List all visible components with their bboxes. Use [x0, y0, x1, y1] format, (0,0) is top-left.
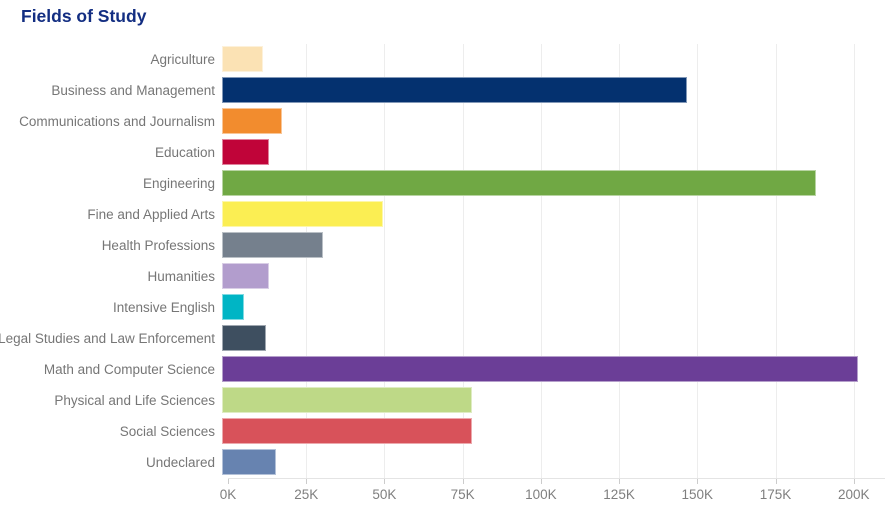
bar-row: Legal Studies and Law Enforcement [0, 323, 886, 354]
category-label-undeclared: Undeclared [145, 455, 215, 470]
x-axis: 0K 25K 50K 75K 100K 125K 150K 175K 200K [220, 478, 885, 514]
grid-layer [228, 44, 885, 478]
gridline [619, 44, 621, 478]
bar-row: Communications and Journalism [0, 106, 886, 137]
x-tick-label: 150K [681, 487, 714, 502]
x-tick-mark [306, 479, 308, 484]
bar-track [222, 199, 886, 230]
bar-row: Agriculture [0, 44, 886, 75]
x-tick-mark [384, 479, 386, 484]
chart-title: Fields of Study [21, 6, 147, 26]
bar-physical-and-life-sciences[interactable] [222, 387, 472, 413]
x-tick-mark [462, 479, 464, 484]
bar-row: Education [0, 137, 886, 168]
bar-row: Physical and Life Sciences [0, 385, 886, 416]
category-label-math-and-computer-science: Math and Computer Science [43, 362, 215, 377]
bar-row: Business and Management [0, 75, 886, 106]
x-tick-label: 100K [525, 487, 557, 502]
bar-track [222, 230, 886, 261]
bar-track [222, 385, 886, 416]
category-label-physical-and-life-sciences: Physical and Life Sciences [54, 393, 215, 408]
x-tick-mark [853, 479, 855, 484]
x-tick-label: 125K [603, 487, 635, 502]
bar-row: Health Professions [0, 230, 886, 261]
x-tick-label: 75K [450, 487, 475, 502]
bar-humanities[interactable] [222, 263, 270, 289]
x-tick-label: 175K [759, 487, 792, 502]
category-label-health-professions: Health Professions [101, 238, 215, 253]
gridline [775, 44, 777, 478]
bar-track [222, 416, 886, 447]
bar-track [222, 323, 886, 354]
bar-fine-and-applied-arts[interactable] [222, 201, 384, 227]
category-label-education: Education [154, 145, 215, 160]
bar-education[interactable] [222, 139, 270, 165]
bar-row: Humanities [0, 261, 886, 292]
x-tick-mark [619, 479, 621, 484]
category-label-legal-studies-and-law-enforcement: Legal Studies and Law Enforcement [0, 331, 215, 346]
category-label-agriculture: Agriculture [150, 52, 215, 67]
x-tick-label: 0K [219, 487, 237, 502]
bar-intensive-english[interactable] [222, 294, 245, 320]
bar-health-professions[interactable] [222, 232, 324, 258]
bar-social-sciences[interactable] [222, 418, 472, 444]
x-tick-mark [775, 479, 777, 484]
gridline [306, 44, 308, 478]
bar-business-and-management[interactable] [222, 77, 687, 103]
bar-track [222, 75, 886, 106]
x-tick-mark [540, 479, 542, 484]
x-tick-label: 200K [837, 487, 870, 502]
bar-track [222, 106, 886, 137]
bar-row: Undeclared [0, 447, 886, 478]
bar-agriculture[interactable] [222, 46, 264, 72]
bar-track [222, 292, 886, 323]
bar-engineering[interactable] [222, 170, 817, 196]
x-tick-label: 50K [372, 487, 397, 502]
gridline [697, 44, 699, 478]
x-tick-label: 25K [294, 487, 319, 502]
bar-track [222, 137, 886, 168]
category-label-fine-and-applied-arts: Fine and Applied Arts [87, 207, 215, 222]
x-tick-mark [228, 479, 229, 484]
category-label-humanities: Humanities [147, 269, 215, 284]
gridline [540, 44, 542, 478]
gridline [462, 44, 464, 478]
category-label-engineering: Engineering [142, 176, 215, 191]
bar-undeclared[interactable] [222, 449, 276, 475]
category-label-communications-and-journalism: Communications and Journalism [19, 114, 215, 129]
bar-math-and-computer-science[interactable] [222, 356, 858, 382]
category-label-social-sciences: Social Sciences [119, 424, 215, 439]
category-label-business-and-management: Business and Management [51, 83, 215, 98]
bar-rows: Agriculture Business and Management Comm… [0, 44, 886, 478]
gridline [384, 44, 386, 478]
gridline [853, 44, 855, 478]
bar-row: Fine and Applied Arts [0, 199, 886, 230]
bar-track [222, 261, 886, 292]
bar-row: Math and Computer Science [0, 354, 886, 385]
bar-legal-studies-and-law-enforcement[interactable] [222, 325, 267, 351]
bar-track [222, 44, 886, 75]
bar-track [222, 168, 886, 199]
bar-track [222, 354, 886, 385]
bar-communications-and-journalism[interactable] [222, 108, 283, 134]
bar-row: Intensive English [0, 292, 886, 323]
bar-track [222, 447, 886, 478]
category-label-intensive-english: Intensive English [112, 300, 215, 315]
bar-row: Engineering [0, 168, 886, 199]
x-tick-mark [697, 479, 699, 484]
bar-row: Social Sciences [0, 416, 886, 447]
